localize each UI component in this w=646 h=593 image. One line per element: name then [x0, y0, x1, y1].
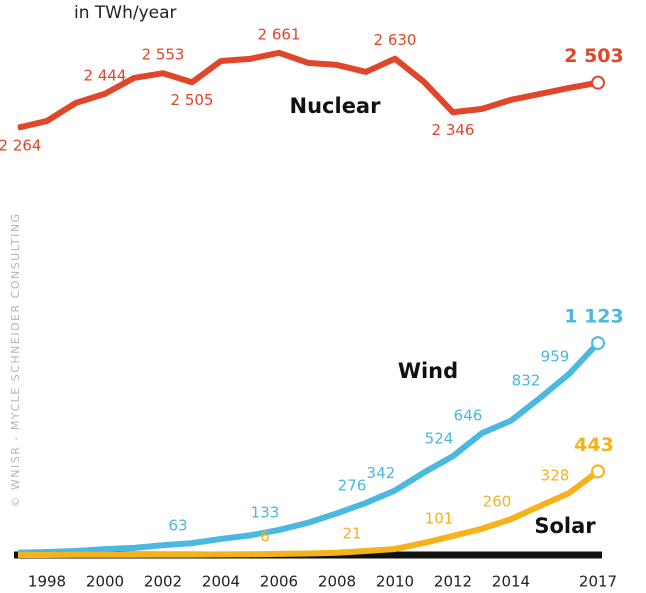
- series-label: Nuclear: [290, 94, 382, 118]
- data-label: 2 346: [432, 121, 475, 139]
- x-tick-label: 2008: [318, 573, 356, 591]
- data-label: 342: [367, 464, 396, 482]
- data-label: 524: [425, 430, 454, 448]
- x-tick-label: 2014: [492, 573, 530, 591]
- end-point: [591, 464, 605, 479]
- x-tick-label: 2004: [202, 573, 240, 591]
- data-label: 260: [483, 493, 512, 511]
- data-label: 1 123: [564, 306, 624, 328]
- series-label: Wind: [398, 359, 458, 383]
- series-label: Solar: [534, 514, 596, 538]
- series-line: [17, 49, 599, 131]
- series-line: [18, 468, 600, 558]
- data-label: 6: [260, 527, 270, 545]
- data-label: 21: [342, 525, 361, 543]
- data-label: 646: [454, 407, 483, 425]
- data-label: 2 630: [374, 31, 417, 49]
- data-label: 2 264: [0, 136, 41, 154]
- data-label: 276: [338, 476, 367, 494]
- data-label: 2 553: [142, 46, 185, 64]
- data-label: 101: [425, 509, 454, 527]
- series-line: [17, 341, 601, 556]
- end-point: [591, 336, 605, 351]
- end-point: [591, 75, 605, 90]
- data-label: 2 503: [564, 45, 624, 67]
- x-tick-label: 2010: [376, 573, 414, 591]
- x-tick-label: 2002: [144, 573, 182, 591]
- data-label: 2 505: [171, 91, 214, 109]
- data-label: 2 661: [258, 25, 301, 43]
- credit: © WNISR - MYCLE SCHNEIDER CONSULTING: [9, 212, 22, 507]
- data-label: 2 444: [84, 66, 127, 84]
- data-label: 959: [541, 348, 570, 366]
- data-label: 443: [574, 434, 614, 456]
- x-tick-label: 2000: [86, 573, 124, 591]
- data-label: 63: [168, 517, 187, 535]
- x-tick-label: 2017: [579, 573, 617, 591]
- data-label: 832: [512, 371, 541, 389]
- x-tick-label: 2006: [260, 573, 298, 591]
- data-label: 133: [251, 503, 280, 521]
- x-tick-label: 2012: [434, 573, 472, 591]
- subtitle: in TWh/year: [74, 3, 177, 23]
- x-tick-label: 1998: [28, 573, 66, 591]
- data-label: 328: [541, 467, 570, 485]
